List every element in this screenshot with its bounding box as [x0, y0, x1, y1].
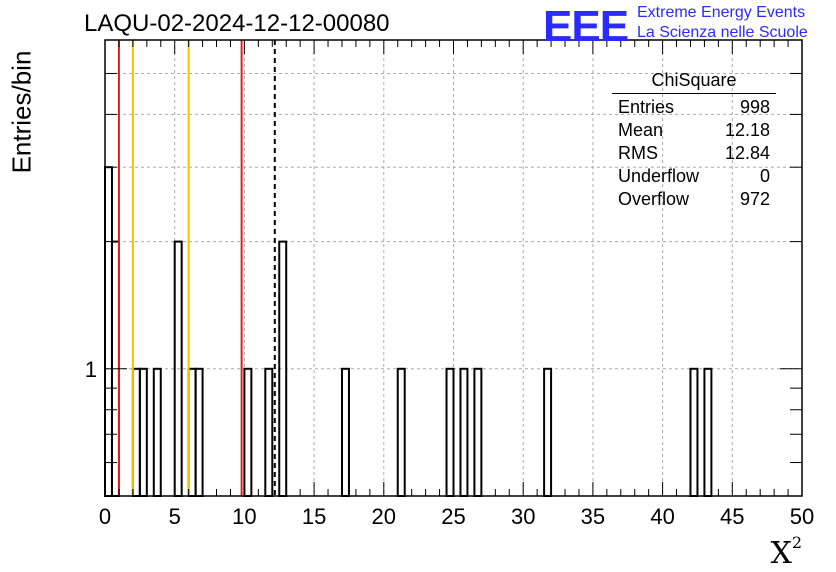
- logo-line-2: La Scienza nelle Scuole: [637, 24, 808, 41]
- stats-value: 998: [739, 97, 770, 117]
- x-tick-label: 45: [720, 504, 744, 529]
- stats-label: RMS: [618, 143, 658, 163]
- y-axis-label: Entries/bin: [6, 50, 37, 174]
- x-tick-label: 0: [99, 504, 111, 529]
- chart-title: LAQU-02-2024-12-12-00080: [84, 10, 390, 37]
- histogram-bars: [104, 166, 713, 497]
- logo-line-1: Extreme Energy Events: [637, 4, 806, 21]
- stats-row-underflow: Underflow 0: [612, 165, 776, 188]
- stats-row-rms: RMS 12.84: [612, 142, 776, 165]
- reference-lines: [117, 40, 276, 496]
- stats-row-overflow: Overflow 972: [612, 188, 776, 211]
- histogram-bar: [459, 367, 469, 497]
- stats-label: Entries: [618, 97, 675, 117]
- x-tick-label: 30: [511, 504, 535, 529]
- x-tick-label: 10: [232, 504, 256, 529]
- histogram-bar: [104, 166, 113, 497]
- stats-row-entries: Entries 998: [612, 96, 776, 119]
- stats-value: 0: [759, 166, 770, 186]
- histogram-bar: [243, 367, 253, 497]
- histogram-bar: [543, 367, 553, 497]
- stats-label: Overflow: [618, 189, 690, 209]
- plot-frame: [104, 39, 803, 497]
- x-tick-label: 15: [302, 504, 326, 529]
- histogram-bar: [473, 367, 483, 497]
- histogram-bar: [264, 367, 274, 497]
- stats-label: Underflow: [618, 166, 700, 186]
- x-tick-label: 25: [441, 504, 465, 529]
- stats-value: 12.84: [724, 143, 770, 163]
- histogram-bar: [703, 367, 713, 497]
- x-tick-labels: 0 5 10 15 20 25 30 35 40 45 50: [99, 504, 814, 529]
- histogram-bar: [689, 367, 699, 497]
- histogram-bar: [138, 367, 148, 497]
- histogram-bar: [131, 367, 141, 497]
- histogram-bar: [187, 367, 197, 497]
- histogram-bar: [340, 367, 350, 497]
- histogram-bar: [152, 367, 162, 497]
- stats-row-mean: Mean 12.18: [612, 119, 776, 142]
- y-tick-labels: 1: [85, 357, 97, 382]
- stats-title: ChiSquare: [612, 70, 776, 94]
- stats-box: ChiSquare Entries 998 Mean 12.18 RMS 12.84 …: [612, 70, 776, 211]
- stats-value: 12.18: [724, 120, 770, 140]
- histogram-bar: [194, 367, 204, 497]
- y-tick-label: 1: [85, 357, 97, 382]
- x-tick-label: 40: [650, 504, 674, 529]
- histogram-bar: [396, 367, 406, 497]
- eee-logo: EEE: [543, 2, 629, 51]
- x-tick-label: 20: [372, 504, 396, 529]
- x-tick-label: 35: [581, 504, 605, 529]
- x-axis-label: X2: [770, 533, 802, 571]
- stats-label: Mean: [618, 120, 664, 140]
- stats-value: 972: [739, 189, 770, 209]
- x-tick-label: 50: [790, 504, 814, 529]
- x-tick-label: 5: [169, 504, 181, 529]
- histogram-bar: [445, 367, 455, 497]
